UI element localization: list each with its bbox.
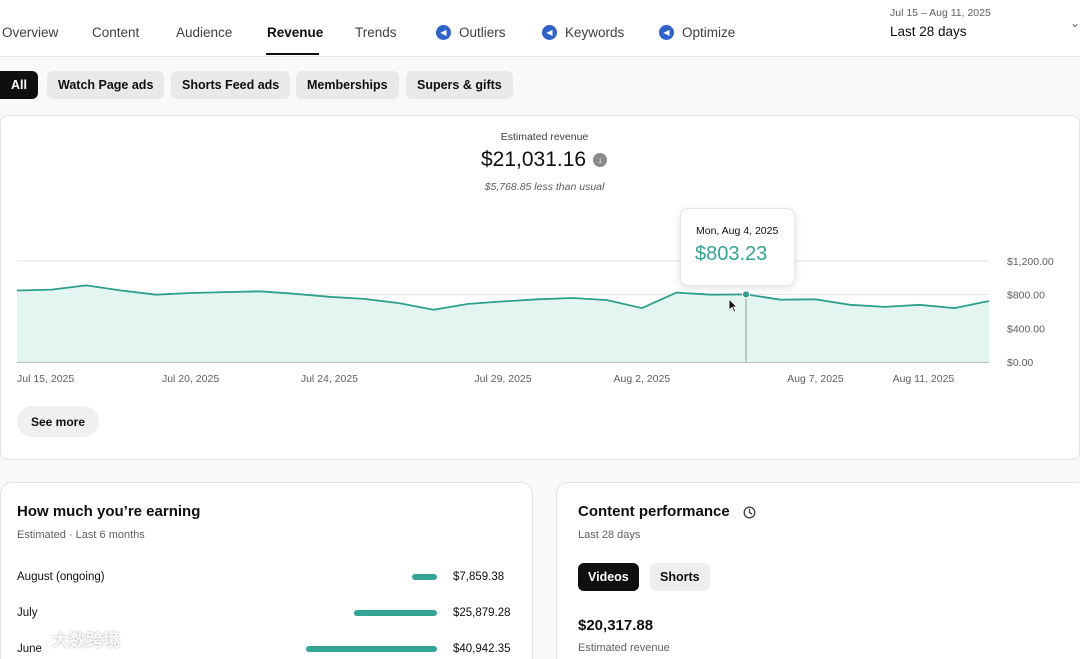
clock-icon[interactable] bbox=[743, 506, 756, 519]
earnings-subtitle: Estimated · Last 6 months bbox=[17, 529, 145, 541]
x-tick-label: Jul 15, 2025 bbox=[17, 373, 74, 385]
metric-value: $21,031.16 ↓ bbox=[481, 148, 608, 172]
earnings-row-value: $7,859.38 bbox=[453, 571, 505, 583]
chip-all[interactable]: All bbox=[0, 71, 38, 99]
extension-icon: ◀ bbox=[659, 25, 674, 40]
earnings-row-label: July bbox=[17, 607, 38, 619]
watermark: 大数跨境 bbox=[8, 626, 120, 651]
earnings-title: How much you’re earning bbox=[17, 503, 201, 520]
y-tick-label: $800.00 bbox=[1007, 290, 1045, 302]
toggle-shorts[interactable]: Shorts bbox=[650, 563, 710, 591]
earnings-card bbox=[0, 482, 533, 659]
watermark-text: 大数跨境 bbox=[52, 631, 120, 650]
watermark-logo-icon bbox=[9, 631, 47, 646]
chart-tooltip: Mon, Aug 4, 2025 $803.23 bbox=[680, 208, 795, 286]
date-range-period: Last 28 days bbox=[890, 24, 967, 39]
tab-keywords-label: Keywords bbox=[565, 25, 625, 40]
tab-outliers-label: Outliers bbox=[459, 25, 506, 40]
date-range-dates: Jul 15 – Aug 11, 2025 bbox=[890, 7, 991, 19]
toggle-videos[interactable]: Videos bbox=[578, 563, 639, 591]
revenue-chart[interactable]: $1,200.00 $800.00 $400.00 $0.00 Jul 15, 2025… bbox=[0, 200, 1080, 400]
tab-optimize-label: Optimize bbox=[682, 25, 736, 40]
chart-highlight-point[interactable] bbox=[741, 290, 751, 299]
earnings-bar bbox=[411, 574, 437, 580]
see-more-button[interactable]: See more bbox=[17, 406, 100, 437]
earnings-row-value: $25,879.28 bbox=[453, 607, 511, 619]
performance-value-label: Estimated revenue bbox=[578, 642, 670, 654]
tab-content[interactable]: Content bbox=[92, 25, 140, 40]
tab-keywords[interactable]: ◀ Keywords bbox=[542, 25, 624, 40]
tooltip-value: $803.23 bbox=[695, 243, 768, 265]
extension-icon: ◀ bbox=[542, 25, 557, 40]
tab-trends[interactable]: Trends bbox=[355, 25, 397, 40]
x-tick-label: Jul 24, 2025 bbox=[301, 373, 358, 385]
date-range-picker[interactable]: Jul 15 – Aug 11, 2025 Last 28 days bbox=[890, 7, 991, 39]
chip-memberships[interactable]: Memberships bbox=[296, 71, 399, 99]
top-nav: Overview Content Audience Revenue Trends… bbox=[0, 0, 1080, 57]
x-tick-label: Aug 7, 2025 bbox=[787, 373, 844, 385]
chevron-down-icon[interactable]: ⌄ bbox=[1070, 16, 1080, 30]
performance-title: Content performance bbox=[578, 503, 730, 520]
x-tick-label: Aug 2, 2025 bbox=[614, 373, 671, 385]
tab-audience[interactable]: Audience bbox=[176, 25, 233, 40]
chart-area bbox=[17, 285, 989, 362]
x-tick-label: Jul 20, 2025 bbox=[162, 373, 219, 385]
performance-subtitle: Last 28 days bbox=[578, 529, 641, 541]
active-tab-indicator bbox=[266, 53, 319, 55]
earnings-row-label: August (ongoing) bbox=[17, 571, 105, 583]
y-tick-label: $0.00 bbox=[1007, 357, 1033, 369]
y-tick-label: $1,200.00 bbox=[1007, 256, 1054, 268]
y-tick-label: $400.00 bbox=[1007, 323, 1045, 335]
tab-overview[interactable]: Overview bbox=[2, 25, 59, 40]
tab-outliers[interactable]: ◀ Outliers bbox=[436, 25, 506, 40]
performance-value: $20,317.88 bbox=[578, 617, 654, 634]
chip-watch-page-ads[interactable]: Watch Page ads bbox=[47, 71, 165, 99]
x-tick-label: Jul 29, 2025 bbox=[474, 373, 531, 385]
metric-value-text: $21,031.16 bbox=[481, 148, 587, 171]
earnings-row-value: $40,942.35 bbox=[453, 643, 511, 655]
earnings-bar bbox=[306, 646, 437, 652]
metric-label: Estimated revenue bbox=[500, 131, 589, 143]
content-performance-card bbox=[556, 482, 1080, 659]
chart-line[interactable] bbox=[16, 284, 990, 311]
tab-revenue[interactable]: Revenue bbox=[267, 25, 324, 40]
tab-optimize[interactable]: ◀ Optimize bbox=[659, 25, 735, 40]
chip-shorts-feed-ads[interactable]: Shorts Feed ads bbox=[171, 71, 291, 99]
earnings-row-label: June bbox=[17, 643, 42, 655]
mouse-pointer-icon bbox=[728, 298, 738, 313]
arrow-down-icon: ↓ bbox=[593, 153, 608, 167]
metric-comparison: $5,768.85 less than usual bbox=[484, 181, 605, 193]
chip-supers-gifts[interactable]: Supers & gifts bbox=[406, 71, 513, 99]
earnings-bar bbox=[354, 610, 437, 616]
extension-icon: ◀ bbox=[436, 25, 451, 40]
tooltip-date: Mon, Aug 4, 2025 bbox=[696, 225, 779, 237]
x-tick-label: Aug 11, 2025 bbox=[893, 373, 955, 385]
revenue-card bbox=[0, 115, 1080, 460]
